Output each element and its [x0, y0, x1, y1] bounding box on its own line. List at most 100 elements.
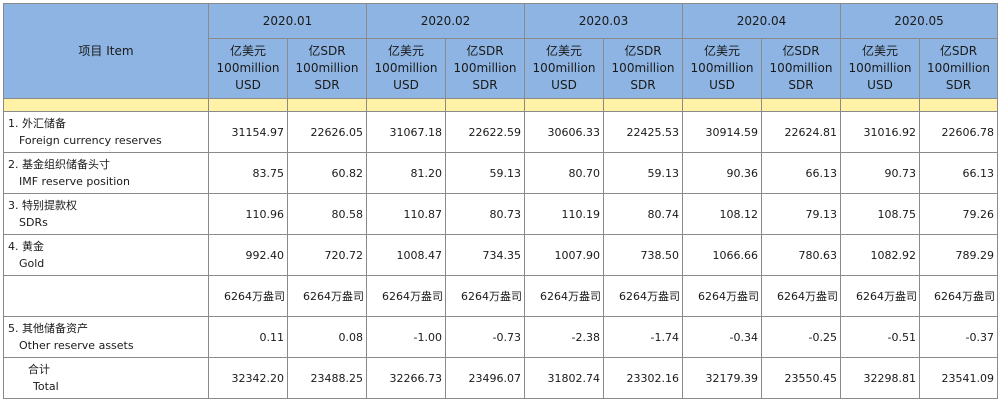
- reserves-table: 项目 Item 2020.01 2020.02 2020.03 2020.04 …: [3, 3, 998, 399]
- row-label: 3. 特别提款权 SDRs: [3, 193, 209, 235]
- value-cell: 0.08: [287, 316, 367, 358]
- row-label: 2. 基金组织储备头寸 IMF reserve position: [3, 152, 209, 194]
- unit-header-usd: 亿美元 100million USD: [840, 38, 920, 99]
- table-row: 2. 基金组织储备头寸 IMF reserve position 83.75 60…: [3, 152, 998, 194]
- unit-header-sdr: 亿SDR 100million SDR: [761, 38, 841, 99]
- value-cell: 1066.66: [682, 234, 762, 276]
- value-cell: 23488.25: [287, 357, 367, 399]
- value-cell: 1082.92: [840, 234, 920, 276]
- value-cell: 108.75: [840, 193, 920, 235]
- value-cell: 30914.59: [682, 111, 762, 153]
- value-cell: 6264万盎司: [682, 275, 762, 317]
- value-cell: 1007.90: [524, 234, 604, 276]
- value-cell: 738.50: [603, 234, 683, 276]
- month-header-row: 项目 Item 2020.01 2020.02 2020.03 2020.04 …: [3, 3, 998, 99]
- unit-header-sdr: 亿SDR 100million SDR: [445, 38, 525, 99]
- value-cell: 79.13: [761, 193, 841, 235]
- value-cell: 110.96: [208, 193, 288, 235]
- value-cell: -0.34: [682, 316, 762, 358]
- table-row: 4. 黄金 Gold 992.40 720.72 1008.47 734.35 1…: [3, 234, 998, 276]
- row-label: 1. 外汇储备 Foreign currency reserves: [3, 111, 209, 153]
- value-cell: 80.73: [445, 193, 525, 235]
- item-column-header: 项目 Item: [3, 3, 209, 99]
- value-cell: 90.36: [682, 152, 762, 194]
- month-header: 2020.05: [840, 3, 998, 39]
- total-row: 合计 Total 32342.20 23488.25 32266.73 23496…: [3, 357, 998, 399]
- value-cell: 6264万盎司: [445, 275, 525, 317]
- value-cell: -2.38: [524, 316, 604, 358]
- value-cell: 789.29: [919, 234, 998, 276]
- value-cell: 22624.81: [761, 111, 841, 153]
- value-cell: 30606.33: [524, 111, 604, 153]
- value-cell: 6264万盎司: [208, 275, 288, 317]
- value-cell: 79.26: [919, 193, 998, 235]
- value-cell: 6264万盎司: [603, 275, 683, 317]
- value-cell: -1.74: [603, 316, 683, 358]
- unit-header-row: 亿美元 100million USD 亿SDR 100million SDR 亿美元 10…: [4, 38, 998, 99]
- value-cell: 83.75: [208, 152, 288, 194]
- value-cell: 110.19: [524, 193, 604, 235]
- table-row: 5. 其他储备资产 Other reserve assets 0.11 0.08 …: [3, 316, 998, 358]
- value-cell: 32266.73: [366, 357, 446, 399]
- value-cell: 22425.53: [603, 111, 683, 153]
- unit-header-sdr: 亿SDR 100million SDR: [919, 38, 998, 99]
- value-cell: 1008.47: [366, 234, 446, 276]
- value-cell: 23541.09: [919, 357, 998, 399]
- value-cell: 66.13: [761, 152, 841, 194]
- unit-header-sdr: 亿SDR 100million SDR: [287, 38, 367, 99]
- value-cell: 80.58: [287, 193, 367, 235]
- value-cell: 23302.16: [603, 357, 683, 399]
- value-cell: 32298.81: [840, 357, 920, 399]
- month-header: 2020.04: [682, 3, 841, 39]
- value-cell: -0.25: [761, 316, 841, 358]
- separator-band: [3, 98, 998, 112]
- month-header: 2020.03: [524, 3, 683, 39]
- value-cell: 31154.97: [208, 111, 288, 153]
- value-cell: 59.13: [603, 152, 683, 194]
- unit-header-sdr: 亿SDR 100million SDR: [603, 38, 683, 99]
- value-cell: 31067.18: [366, 111, 446, 153]
- value-cell: -0.37: [919, 316, 998, 358]
- value-cell: 32342.20: [208, 357, 288, 399]
- table-row: 6264万盎司 6264万盎司 6264万盎司 6264万盎司 6264万盎司 …: [3, 275, 998, 317]
- row-label: 合计 Total: [3, 357, 209, 399]
- value-cell: 31802.74: [524, 357, 604, 399]
- value-cell: 80.70: [524, 152, 604, 194]
- value-cell: 80.74: [603, 193, 683, 235]
- value-cell: 66.13: [919, 152, 998, 194]
- value-cell: 22606.78: [919, 111, 998, 153]
- value-cell: 108.12: [682, 193, 762, 235]
- value-cell: 22626.05: [287, 111, 367, 153]
- value-cell: 6264万盎司: [366, 275, 446, 317]
- value-cell: 31016.92: [840, 111, 920, 153]
- unit-header-usd: 亿美元 100million USD: [208, 38, 288, 99]
- row-label: [3, 275, 209, 317]
- value-cell: -0.51: [840, 316, 920, 358]
- month-header: 2020.01: [208, 3, 367, 39]
- table-row: 3. 特别提款权 SDRs 110.96 80.58 110.87 80.73 1…: [3, 193, 998, 235]
- value-cell: 32179.39: [682, 357, 762, 399]
- unit-header-usd: 亿美元 100million USD: [366, 38, 446, 99]
- value-cell: 6264万盎司: [840, 275, 920, 317]
- value-cell: 110.87: [366, 193, 446, 235]
- value-cell: 22622.59: [445, 111, 525, 153]
- value-cell: 23550.45: [761, 357, 841, 399]
- value-cell: 992.40: [208, 234, 288, 276]
- value-cell: -0.73: [445, 316, 525, 358]
- value-cell: 6264万盎司: [287, 275, 367, 317]
- unit-header-usd: 亿美元 100million USD: [524, 38, 604, 99]
- value-cell: 720.72: [287, 234, 367, 276]
- value-cell: 6264万盎司: [761, 275, 841, 317]
- value-cell: 6264万盎司: [919, 275, 998, 317]
- value-cell: 59.13: [445, 152, 525, 194]
- value-cell: 6264万盎司: [524, 275, 604, 317]
- month-header: 2020.02: [366, 3, 525, 39]
- table-row: 1. 外汇储备 Foreign currency reserves 31154.9…: [3, 111, 998, 153]
- row-label: 5. 其他储备资产 Other reserve assets: [3, 316, 209, 358]
- value-cell: 0.11: [208, 316, 288, 358]
- value-cell: 734.35: [445, 234, 525, 276]
- unit-header-usd: 亿美元 100million USD: [682, 38, 762, 99]
- value-cell: -1.00: [366, 316, 446, 358]
- value-cell: 780.63: [761, 234, 841, 276]
- value-cell: 23496.07: [445, 357, 525, 399]
